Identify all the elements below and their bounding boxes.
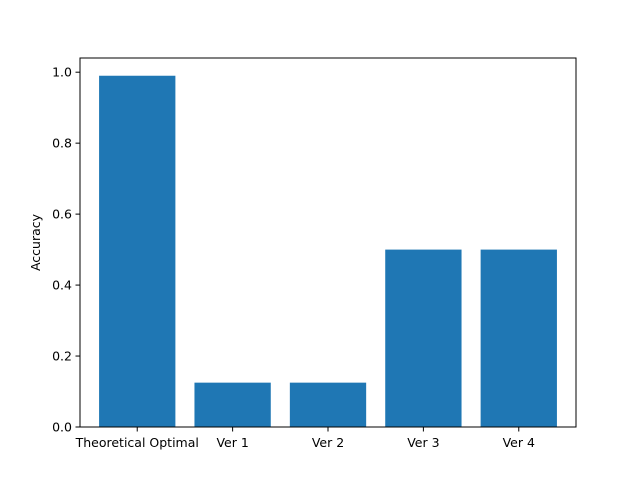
bar-0: [99, 75, 176, 428]
bar-4: [480, 249, 557, 427]
bar-1: [194, 382, 271, 427]
y-tick-label-5: 1.0: [52, 65, 72, 80]
x-tick-label-0: Theoretical Optimal: [75, 435, 199, 450]
bar-3: [385, 249, 462, 427]
bar-2: [289, 382, 367, 427]
bars-group: [99, 75, 557, 428]
y-tick-label-1: 0.2: [52, 349, 72, 364]
y-tick-label-2: 0.4: [52, 278, 72, 293]
y-tick-label-0: 0.0: [52, 420, 72, 435]
y-axis-label: Accuracy: [28, 213, 43, 271]
y-axis-ticks: 0.0 0.2 0.4 0.6 0.8 1.0: [52, 65, 80, 435]
x-tick-label-3: Ver 3: [407, 435, 439, 450]
x-tick-label-2: Ver 2: [312, 435, 344, 450]
x-tick-label-4: Ver 4: [503, 435, 535, 450]
y-tick-label-3: 0.6: [52, 207, 72, 222]
x-axis-ticks: Theoretical Optimal Ver 1 Ver 2 Ver 3 Ver 4: [75, 427, 535, 450]
y-tick-label-4: 0.8: [52, 136, 72, 151]
x-tick-label-1: Ver 1: [216, 435, 248, 450]
plot-frame: [79, 57, 577, 428]
